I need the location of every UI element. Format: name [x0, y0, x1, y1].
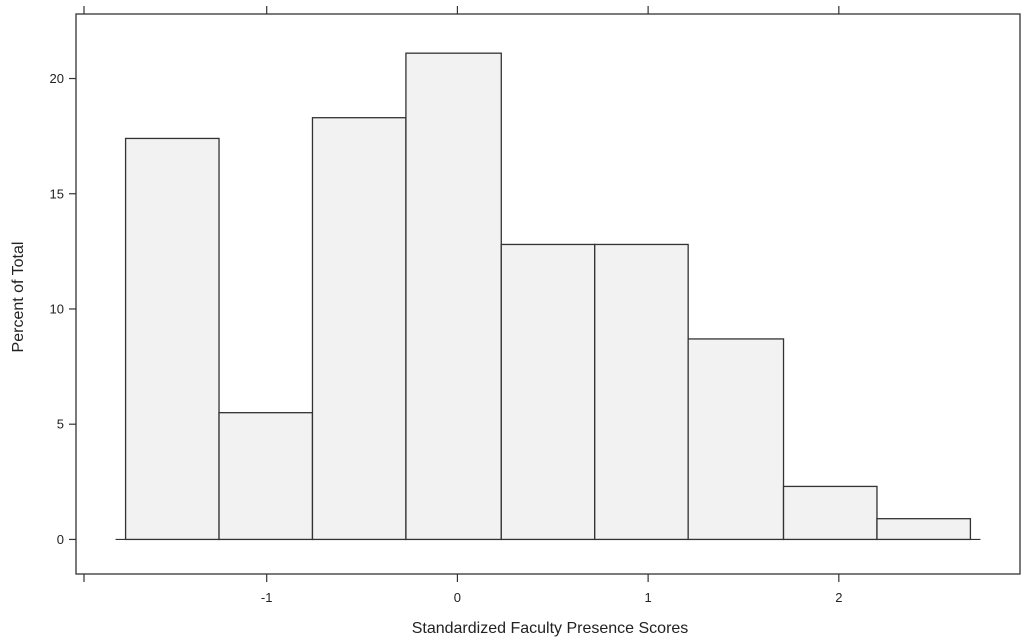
histogram-bar [594, 243, 689, 541]
x-tick-label: 0 [454, 590, 461, 605]
x-tick-label: 1 [645, 590, 652, 605]
x-axis-ticks: -1 0 1 2 [83, 6, 842, 605]
histogram-bar [218, 412, 314, 541]
y-tick-label: 0 [57, 532, 64, 547]
x-axis-title: Standardized Faculty Presence Scores [412, 620, 689, 637]
histogram-bar [124, 137, 220, 541]
histogram-bar [311, 117, 407, 541]
y-tick-label: 10 [50, 301, 64, 316]
histogram-bar [876, 518, 972, 541]
y-axis-ticks: 0 5 10 15 20 [50, 71, 76, 547]
histogram-bar [782, 485, 878, 541]
y-tick-label: 15 [50, 186, 64, 201]
x-tick-label: -1 [261, 590, 273, 605]
histogram-bar [405, 52, 502, 541]
y-tick-label: 20 [50, 71, 64, 86]
histogram-bar [500, 243, 596, 541]
bars-group [124, 52, 972, 541]
x-tick-label: 2 [835, 590, 842, 605]
y-axis-title: Percent of Total [10, 242, 27, 353]
histogram-bar [687, 338, 785, 541]
y-tick-label: 5 [57, 417, 64, 432]
plot-frame [75, 13, 1021, 575]
